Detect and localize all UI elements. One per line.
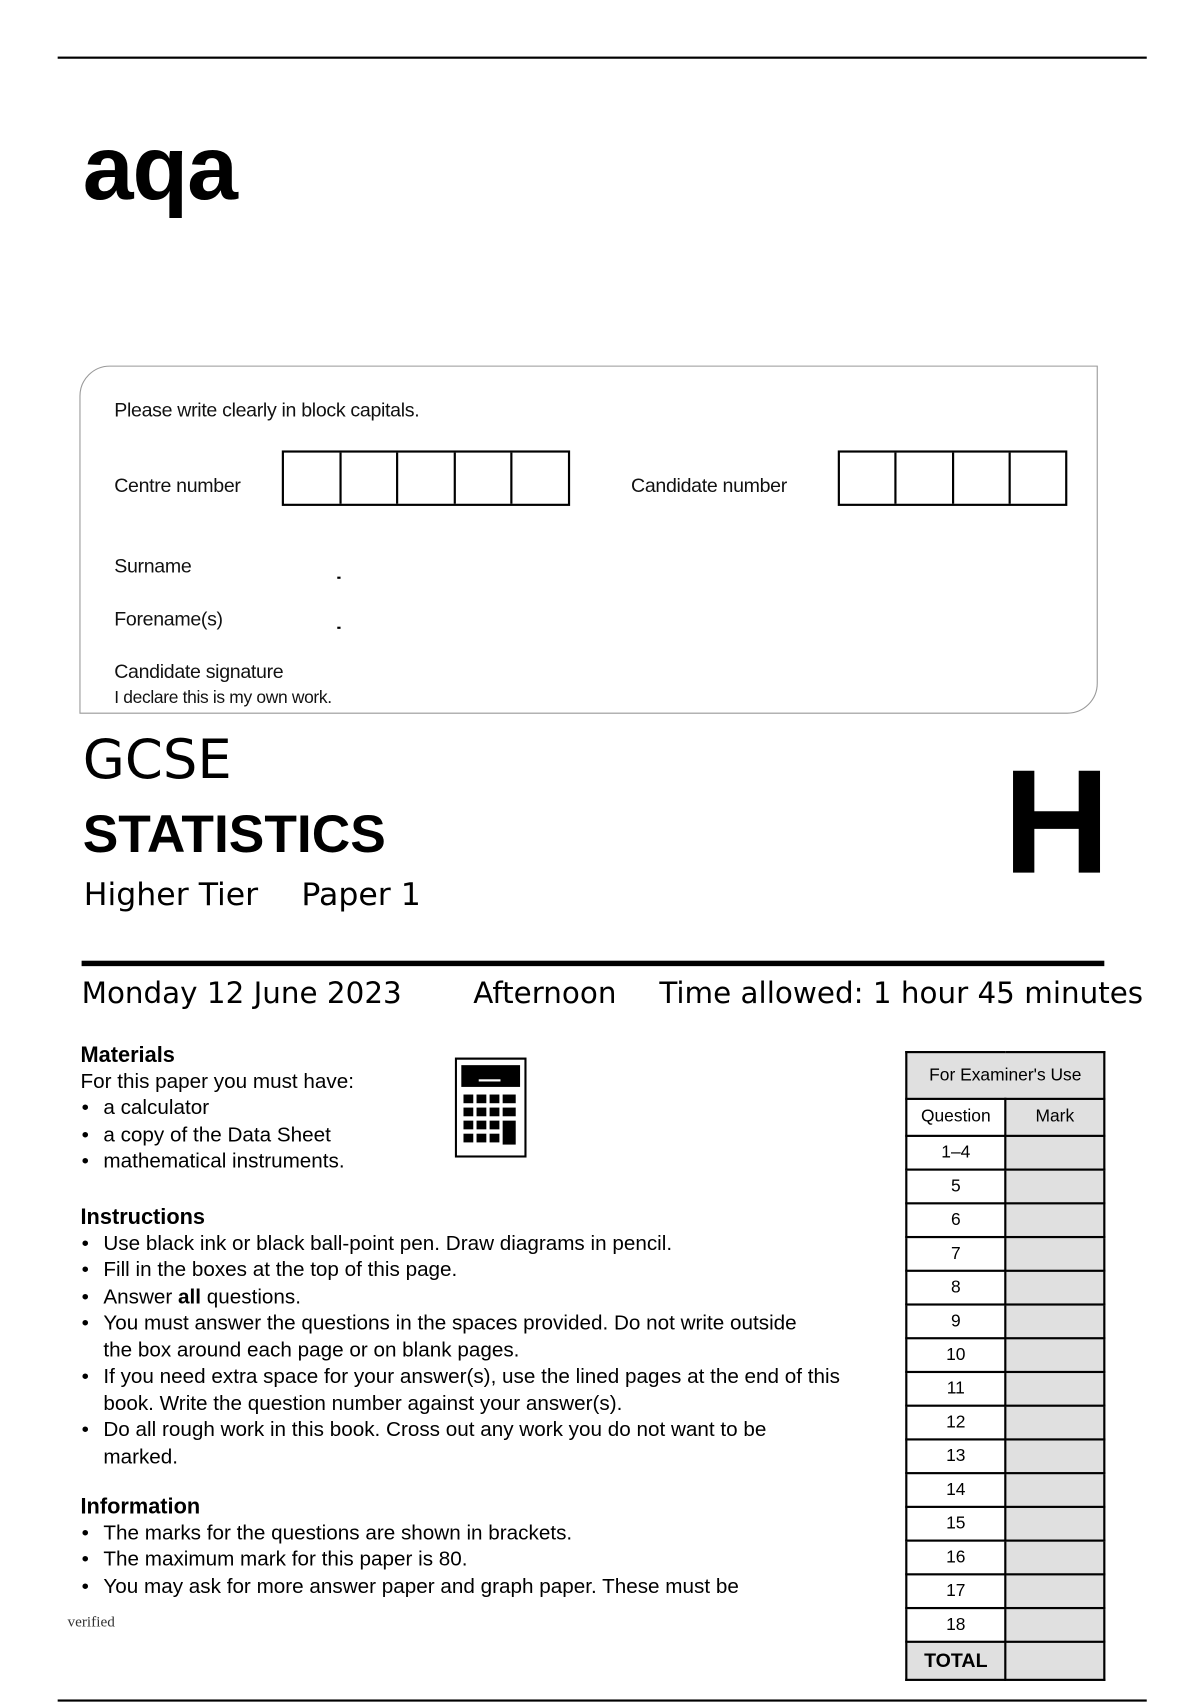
materials-item: a calculator — [81, 1096, 451, 1123]
question-number: 5 — [905, 1168, 1007, 1205]
total-mark-cell[interactable] — [1004, 1640, 1106, 1681]
materials-item: a copy of the Data Sheet — [81, 1122, 451, 1149]
question-number: 14 — [905, 1472, 1007, 1508]
information-item: You may ask for more answer paper and gr… — [81, 1574, 875, 1601]
tier-label: Higher Tier — [83, 875, 259, 913]
mark-cell[interactable] — [1004, 1303, 1106, 1340]
instructions-heading: Instructions — [80, 1205, 206, 1230]
mark-cell[interactable] — [1004, 1269, 1106, 1306]
question-number: 12 — [905, 1404, 1007, 1441]
information-section: Information The marks for the questions … — [81, 1494, 875, 1601]
instructions-section: Instructions Use black ink or black ball… — [81, 1204, 875, 1471]
question-number: 9 — [905, 1303, 1007, 1340]
instruction-item: Do all rough work in this book. Cross ou… — [81, 1418, 800, 1471]
mark-cell[interactable] — [1004, 1404, 1106, 1441]
top-rule — [57, 56, 1147, 59]
materials-heading: Materials — [80, 1043, 175, 1068]
examiner-table-row: 6 — [905, 1202, 1106, 1239]
tier-letter: H — [1003, 738, 1110, 905]
surname-field[interactable] — [326, 549, 1077, 582]
centre-number-label: Centre number — [114, 474, 241, 497]
mark-column-header: Mark — [1004, 1097, 1106, 1137]
qualification-title: GCSE — [82, 727, 232, 791]
examiner-table-row: 16 — [905, 1539, 1106, 1576]
instruction-item: Answer all questions. — [81, 1284, 875, 1311]
question-column-header: Question — [905, 1097, 1007, 1137]
total-label: TOTAL — [905, 1640, 1007, 1681]
paper-label: Paper 1 — [301, 875, 421, 913]
instruction-item: You must answer the questions in the spa… — [81, 1311, 800, 1364]
aqa-logo: aqa — [82, 116, 238, 219]
mark-cell[interactable] — [1004, 1337, 1106, 1374]
examiner-table-row: 12 — [905, 1404, 1106, 1441]
mark-cell[interactable] — [1004, 1168, 1106, 1205]
examiner-table-row: 18 — [905, 1606, 1106, 1643]
information-item: The marks for the questions are shown in… — [81, 1520, 875, 1547]
examiner-table-total-row: TOTAL — [905, 1640, 1106, 1681]
mark-cell[interactable] — [1004, 1438, 1106, 1475]
subject-title: STATISTICS — [82, 805, 386, 864]
question-number: 8 — [905, 1269, 1007, 1306]
mark-cell[interactable] — [1004, 1134, 1106, 1171]
question-number: 16 — [905, 1539, 1007, 1576]
calculator-icon — [454, 1057, 527, 1158]
mark-cell[interactable] — [1004, 1606, 1106, 1643]
centre-number-input[interactable] — [281, 450, 571, 506]
examiner-table-row: 14 — [905, 1472, 1106, 1508]
materials-intro: For this paper you must have: — [80, 1070, 354, 1093]
declaration-text: I declare this is my own work. — [114, 688, 332, 708]
signature-label: Candidate signature — [114, 660, 284, 683]
forenames-field[interactable] — [326, 603, 1077, 636]
examiner-table-row: 13 — [905, 1438, 1106, 1475]
forenames-label: Forename(s) — [114, 608, 223, 630]
candidate-number-input[interactable] — [837, 450, 1068, 506]
question-number: 15 — [905, 1505, 1007, 1542]
verified-watermark: verified — [67, 1614, 115, 1631]
examiner-use-table: For Examiner's Use Question Mark 1–4 5 6 7 8 9… — [905, 1051, 1106, 1681]
exam-session: Afternoon — [473, 977, 617, 1011]
mark-cell[interactable] — [1004, 1539, 1106, 1576]
examiner-table-row: 5 — [905, 1168, 1106, 1205]
mark-cell[interactable] — [1004, 1202, 1106, 1239]
question-number: 17 — [905, 1573, 1007, 1610]
information-item: The maximum mark for this paper is 80. — [81, 1547, 875, 1574]
examiner-table-row: 11 — [905, 1370, 1106, 1407]
instruction-item: If you need extra space for your answer(… — [81, 1364, 875, 1417]
examiner-table-row: 8 — [905, 1269, 1106, 1306]
instruction-item: Use black ink or black ball-point pen. D… — [81, 1231, 875, 1258]
mark-cell[interactable] — [1004, 1505, 1106, 1542]
examiner-table-row: 9 — [905, 1303, 1106, 1340]
time-allowed: Time allowed: 1 hour 45 minutes — [659, 977, 1144, 1011]
mark-cell[interactable] — [1004, 1472, 1106, 1508]
examiner-table-row: 15 — [905, 1505, 1106, 1542]
question-number: 7 — [905, 1235, 1007, 1272]
examiner-table-title: For Examiner's Use — [905, 1051, 1106, 1100]
mark-cell[interactable] — [1004, 1370, 1106, 1407]
mark-cell[interactable] — [1004, 1235, 1106, 1272]
candidate-number-label: Candidate number — [631, 474, 787, 497]
question-number: 1–4 — [905, 1134, 1007, 1171]
information-heading: Information — [80, 1494, 201, 1519]
materials-item: mathematical instruments. — [81, 1149, 451, 1176]
examiner-table-row: 7 — [905, 1235, 1106, 1272]
question-number: 6 — [905, 1202, 1007, 1239]
candidate-details-box — [79, 365, 1098, 714]
exam-date: Monday 12 June 2023 — [81, 977, 402, 1011]
materials-section: Materials For this paper you must have: … — [81, 1042, 451, 1175]
signature-field[interactable] — [326, 653, 1077, 702]
instruction-item: Fill in the boxes at the top of this pag… — [81, 1258, 875, 1285]
question-number: 11 — [905, 1370, 1007, 1407]
examiner-table-row: 1–4 — [905, 1134, 1106, 1171]
question-number: 13 — [905, 1438, 1007, 1475]
mark-cell[interactable] — [1004, 1573, 1106, 1610]
block-capitals-instruction: Please write clearly in block capitals. — [114, 399, 420, 422]
question-number: 18 — [905, 1606, 1007, 1643]
examiner-table-row: 17 — [905, 1573, 1106, 1610]
title-rule — [81, 960, 1105, 967]
surname-label: Surname — [114, 554, 192, 577]
question-number: 10 — [905, 1337, 1007, 1374]
examiner-table-row: 10 — [905, 1337, 1106, 1374]
